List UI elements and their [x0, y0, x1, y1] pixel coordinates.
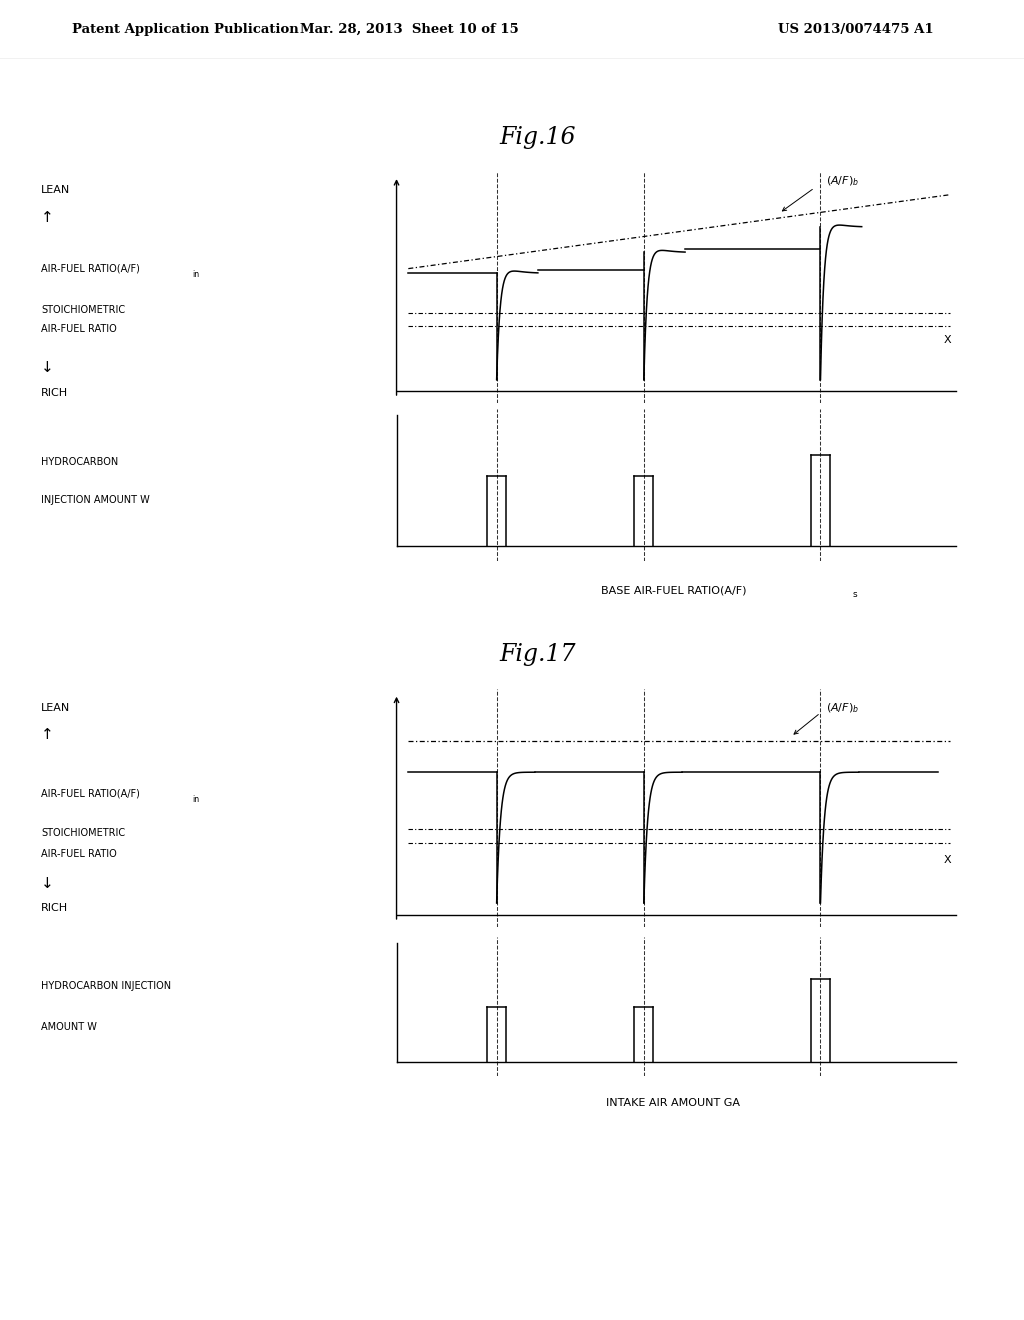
Text: INJECTION AMOUNT W: INJECTION AMOUNT W — [41, 495, 150, 506]
Text: STOICHIOMETRIC: STOICHIOMETRIC — [41, 305, 125, 315]
Text: s: s — [853, 590, 857, 599]
Text: AIR-FUEL RATIO: AIR-FUEL RATIO — [41, 323, 117, 334]
Text: AIR-FUEL RATIO(A/F): AIR-FUEL RATIO(A/F) — [41, 264, 140, 273]
Text: X: X — [944, 855, 951, 865]
Text: Fig.17: Fig.17 — [500, 643, 575, 665]
Text: HYDROCARBON: HYDROCARBON — [41, 457, 118, 467]
Text: LEAN: LEAN — [41, 704, 71, 713]
Text: HYDROCARBON INJECTION: HYDROCARBON INJECTION — [41, 981, 171, 991]
Text: ↑: ↑ — [41, 727, 53, 742]
Text: AIR-FUEL RATIO: AIR-FUEL RATIO — [41, 849, 117, 859]
Text: RICH: RICH — [41, 903, 68, 912]
Text: AMOUNT W: AMOUNT W — [41, 1022, 97, 1032]
Text: STOICHIOMETRIC: STOICHIOMETRIC — [41, 828, 125, 838]
Text: AIR-FUEL RATIO(A/F): AIR-FUEL RATIO(A/F) — [41, 788, 140, 799]
Text: $(A/F)_b$: $(A/F)_b$ — [826, 701, 859, 715]
Text: BASE AIR-FUEL RATIO(A/F): BASE AIR-FUEL RATIO(A/F) — [600, 585, 746, 595]
Text: in: in — [193, 795, 200, 804]
Text: ↓: ↓ — [41, 360, 53, 375]
Text: ↑: ↑ — [41, 210, 53, 226]
Text: RICH: RICH — [41, 388, 68, 399]
Text: ↓: ↓ — [41, 876, 53, 891]
Text: Patent Application Publication: Patent Application Publication — [72, 24, 298, 36]
Text: in: in — [193, 269, 200, 279]
Text: Fig.16: Fig.16 — [500, 127, 575, 149]
Text: Mar. 28, 2013  Sheet 10 of 15: Mar. 28, 2013 Sheet 10 of 15 — [300, 24, 519, 36]
Text: X: X — [944, 335, 951, 346]
Text: LEAN: LEAN — [41, 185, 71, 195]
Text: INTAKE AIR AMOUNT GA: INTAKE AIR AMOUNT GA — [606, 1098, 740, 1107]
Text: US 2013/0074475 A1: US 2013/0074475 A1 — [778, 24, 934, 36]
Text: $(A/F)_b$: $(A/F)_b$ — [826, 174, 859, 187]
